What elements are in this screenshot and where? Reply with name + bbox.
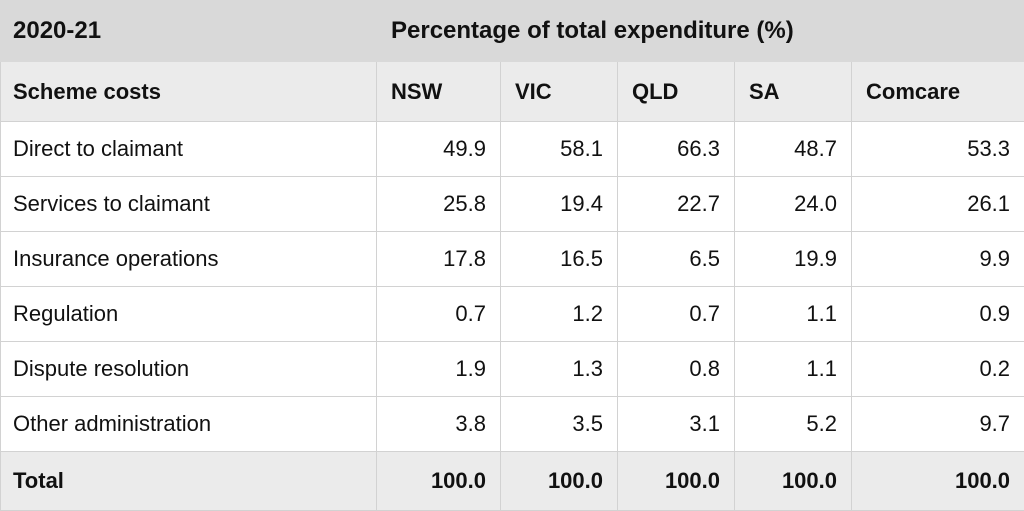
cell-value: 16.5 [501,232,618,287]
cell-value: 66.3 [618,122,735,177]
total-row: Total 100.0 100.0 100.0 100.0 100.0 [1,452,1024,511]
cell-value: 1.1 [735,342,852,397]
cell-value: 19.4 [501,177,618,232]
row-label: Services to claimant [1,177,377,232]
cell-value: 0.2 [852,342,1024,397]
cell-value: 0.8 [618,342,735,397]
cell-value: 25.8 [377,177,501,232]
cell-value: 5.2 [735,397,852,452]
cell-value: 17.8 [377,232,501,287]
cell-value: 53.3 [852,122,1024,177]
column-header-qld: QLD [618,62,735,122]
row-label: Other administration [1,397,377,452]
column-header-nsw: NSW [377,62,501,122]
span-header: Percentage of total expenditure (%) [377,1,1024,62]
cell-value: 0.7 [377,287,501,342]
table-row: Regulation 0.7 1.2 0.7 1.1 0.9 [1,287,1024,342]
table-row: Services to claimant 25.8 19.4 22.7 24.0… [1,177,1024,232]
column-header-row: Scheme costs NSW VIC QLD SA Comcare [1,62,1024,122]
cell-value: 22.7 [618,177,735,232]
row-label: Direct to claimant [1,122,377,177]
cell-value: 0.9 [852,287,1024,342]
row-label: Insurance operations [1,232,377,287]
table-title-row: 2020-21 Percentage of total expenditure … [1,1,1024,62]
cell-value: 3.8 [377,397,501,452]
cell-value: 24.0 [735,177,852,232]
cell-value: 26.1 [852,177,1024,232]
table-row: Dispute resolution 1.9 1.3 0.8 1.1 0.2 [1,342,1024,397]
cell-value: 9.9 [852,232,1024,287]
cell-value: 0.7 [618,287,735,342]
column-header-comcare: Comcare [852,62,1024,122]
row-header-label: Scheme costs [1,62,377,122]
table-row: Direct to claimant 49.9 58.1 66.3 48.7 5… [1,122,1024,177]
row-label: Dispute resolution [1,342,377,397]
cell-value: 9.7 [852,397,1024,452]
cell-value: 19.9 [735,232,852,287]
total-label: Total [1,452,377,511]
column-header-sa: SA [735,62,852,122]
table-row: Other administration 3.8 3.5 3.1 5.2 9.7 [1,397,1024,452]
cell-value: 48.7 [735,122,852,177]
cell-value: 1.2 [501,287,618,342]
row-label: Regulation [1,287,377,342]
total-value: 100.0 [618,452,735,511]
cell-value: 1.1 [735,287,852,342]
total-value: 100.0 [852,452,1024,511]
total-value: 100.0 [501,452,618,511]
cell-value: 6.5 [618,232,735,287]
total-value: 100.0 [735,452,852,511]
cell-value: 58.1 [501,122,618,177]
cell-value: 3.1 [618,397,735,452]
table-row: Insurance operations 17.8 16.5 6.5 19.9 … [1,232,1024,287]
cell-value: 1.3 [501,342,618,397]
cell-value: 3.5 [501,397,618,452]
cell-value: 1.9 [377,342,501,397]
column-header-vic: VIC [501,62,618,122]
total-value: 100.0 [377,452,501,511]
period-label: 2020-21 [1,1,377,62]
cell-value: 49.9 [377,122,501,177]
